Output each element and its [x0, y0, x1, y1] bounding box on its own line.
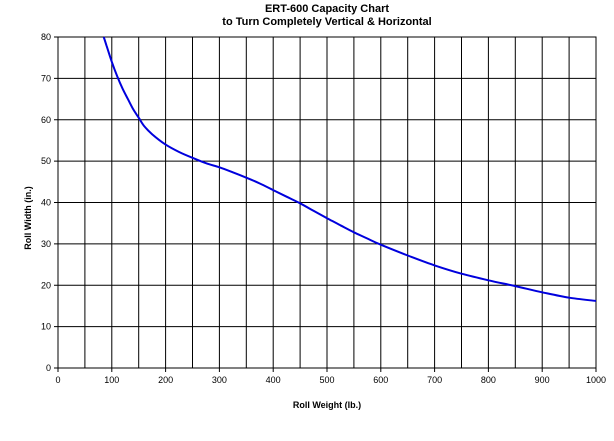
x-tick-label: 600 — [373, 375, 388, 385]
x-tick-label: 900 — [535, 375, 550, 385]
y-tick-label: 50 — [41, 156, 51, 166]
x-axis-ticks: 0 100 200 300 400 500 600 700 800 900 1000 — [55, 368, 606, 385]
y-tick-label: 0 — [46, 363, 51, 373]
y-tick-label: 80 — [41, 32, 51, 42]
x-tick-label: 100 — [104, 375, 119, 385]
x-tick-label: 1000 — [586, 375, 606, 385]
x-tick-label: 500 — [319, 375, 334, 385]
y-tick-label: 60 — [41, 115, 51, 125]
chart-subtitle: to Turn Completely Vertical & Horizontal — [222, 16, 431, 28]
y-axis-ticks: 0 10 20 30 40 50 60 70 80 — [41, 32, 58, 373]
x-tick-label: 700 — [427, 375, 442, 385]
y-axis-label: Roll Width (in.) — [23, 186, 33, 249]
x-tick-label: 300 — [212, 375, 227, 385]
y-tick-label: 20 — [41, 280, 51, 290]
y-tick-label: 30 — [41, 239, 51, 249]
y-tick-label: 40 — [41, 198, 51, 208]
grid-lines — [58, 37, 596, 368]
y-tick-label: 10 — [41, 322, 51, 332]
x-tick-label: 800 — [481, 375, 496, 385]
x-axis-label: Roll Weight (lb.) — [293, 400, 361, 410]
x-tick-label: 0 — [55, 375, 60, 385]
series-line — [102, 36, 597, 302]
chart-title: ERT-600 Capacity Chart — [265, 3, 389, 15]
y-tick-label: 70 — [41, 73, 51, 83]
x-tick-label: 400 — [266, 375, 281, 385]
x-tick-label: 200 — [158, 375, 173, 385]
